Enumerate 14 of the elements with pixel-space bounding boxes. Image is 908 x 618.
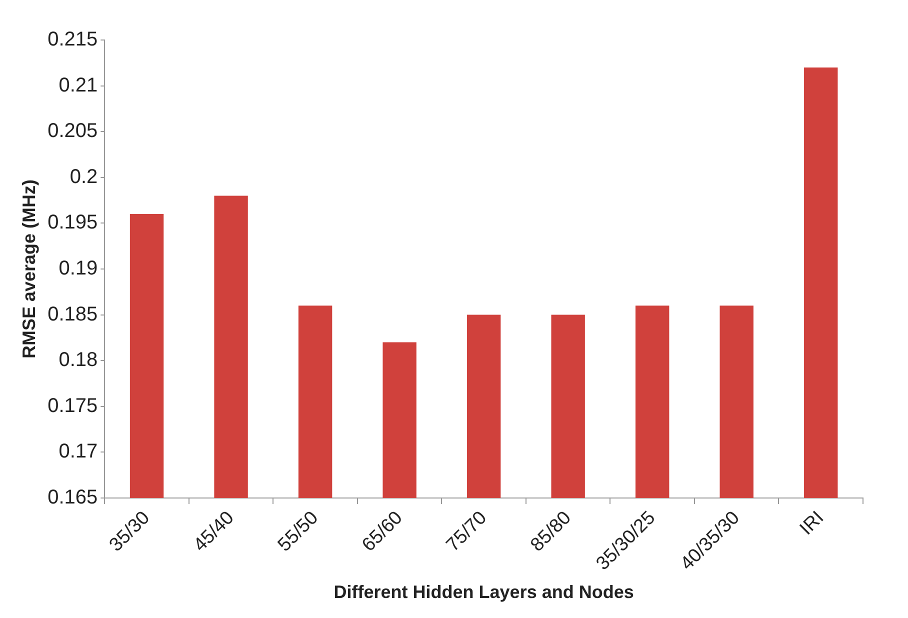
y-axis-title: RMSE average (MHz): [18, 179, 39, 359]
y-tick-label: 0.175: [48, 394, 98, 417]
y-tick-label: 0.19: [58, 258, 98, 280]
y-tick-label: 0.165: [48, 486, 98, 508]
y-tick-label: 0.205: [48, 120, 98, 142]
y-tick-label: 0.215: [48, 28, 98, 51]
y-tick-label: 0.195: [48, 212, 98, 234]
x-tick-label: IRI: [796, 507, 828, 540]
x-axis-title: Different Hidden Layers and Nodes: [334, 582, 634, 602]
y-tick-label: 0.2: [70, 166, 98, 188]
y-tick-label: 0.18: [58, 349, 98, 372]
y-tick-label: 0.17: [58, 440, 98, 463]
y-tick-label: 0.21: [58, 74, 98, 96]
y-tick-label: 0.185: [48, 303, 98, 326]
